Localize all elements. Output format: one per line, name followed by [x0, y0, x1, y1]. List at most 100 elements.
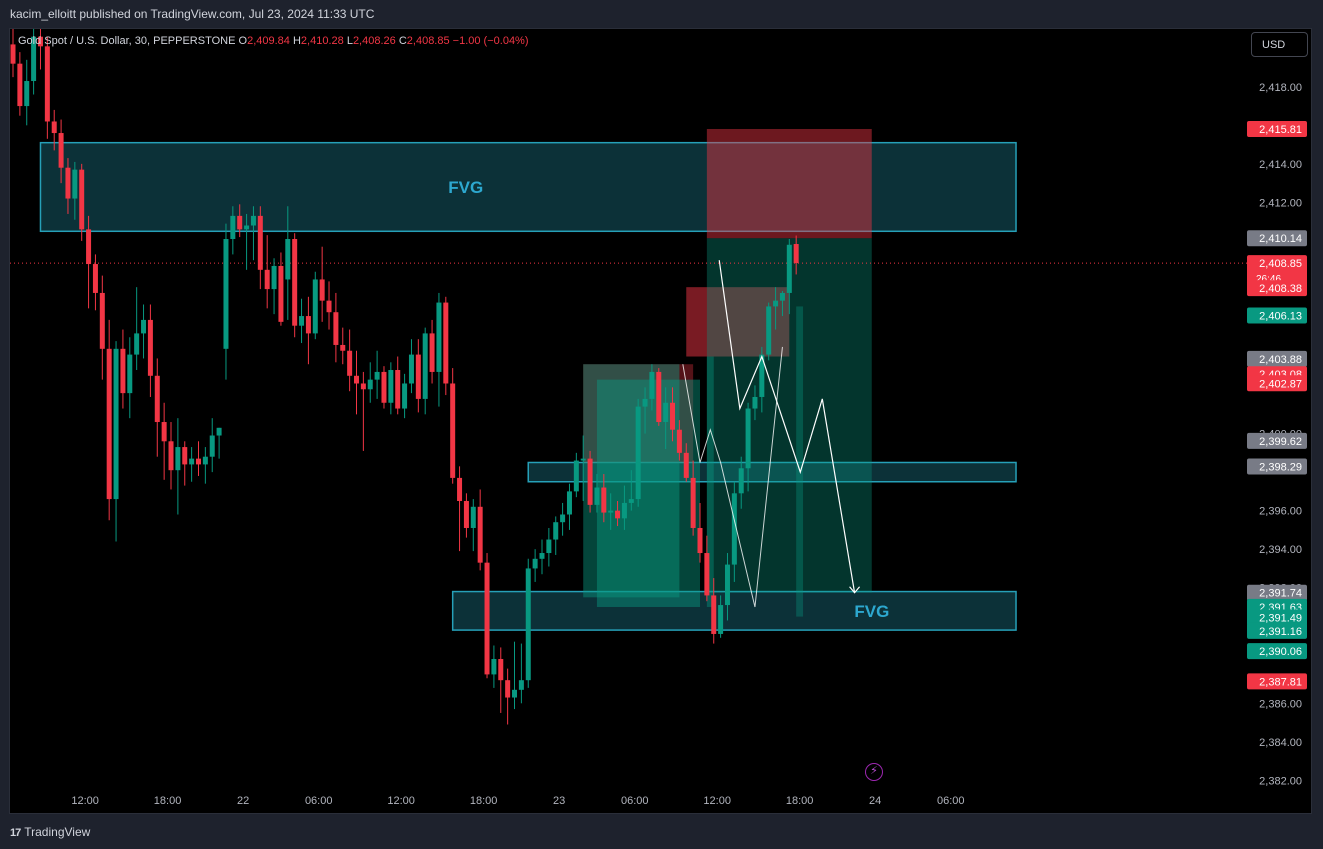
price-axis-tag-text: 2,391.74 — [1259, 588, 1302, 600]
price-tick-label: 2,412.00 — [1259, 197, 1302, 209]
candle-body — [518, 680, 524, 690]
candle-body — [642, 398, 648, 407]
candle-body — [690, 477, 696, 528]
price-axis-tag-text: 2,399.62 — [1259, 436, 1302, 448]
candle-body — [244, 225, 250, 230]
price-axis-tag — [1247, 622, 1307, 639]
symbol-name: Gold Spot / U.S. Dollar, 30, PEPPERSTONE — [18, 35, 236, 47]
candle-body — [663, 402, 669, 423]
trade-zone-box — [596, 379, 700, 607]
candle-body — [553, 522, 559, 540]
plot-area: FVG FVG — [10, 29, 1247, 725]
price-axis-tag — [1247, 120, 1307, 137]
candle-body — [711, 595, 717, 634]
candle-body — [299, 316, 305, 326]
candle-body — [292, 238, 298, 326]
candle-body — [422, 333, 428, 399]
candle-body — [773, 300, 779, 307]
price-axis-tag-text: 2,410.14 — [1259, 233, 1302, 245]
price-axis-tag — [1247, 350, 1307, 367]
candle-body — [92, 264, 98, 293]
candle-body — [615, 510, 621, 519]
candle-body — [175, 447, 181, 471]
time-tick-label: 06:00 — [621, 795, 649, 807]
candle-body — [443, 302, 449, 384]
price-tick-label: 2,394.00 — [1259, 544, 1302, 556]
candle-body — [333, 312, 339, 345]
candle-body — [539, 553, 545, 559]
candle-body — [305, 316, 311, 334]
price-axis-tag — [1247, 432, 1307, 449]
candle-body — [230, 215, 236, 239]
high-label: H — [292, 35, 301, 47]
candle-body — [154, 375, 160, 423]
close-value: 2,408.85 — [406, 35, 450, 47]
time-tick-label: 06:00 — [305, 795, 333, 807]
low-label: L — [346, 35, 353, 47]
symbol-legend: Gold Spot / U.S. Dollar, 30, PEPPERSTONE… — [18, 35, 529, 47]
price-tick-label: 2,414.00 — [1259, 159, 1302, 171]
candle-body — [202, 456, 208, 465]
candle-body — [491, 658, 497, 675]
time-tick-label: 18:00 — [154, 795, 182, 807]
tradingview-logo-icon: 17 — [10, 827, 21, 839]
projection-arrowhead — [849, 586, 861, 594]
candle-body — [415, 354, 421, 399]
candle-body — [635, 406, 641, 500]
candle-body — [24, 81, 30, 107]
candle-body — [285, 238, 291, 280]
candle-body — [402, 383, 408, 409]
trade-zone-box — [706, 356, 714, 607]
candle-body — [628, 499, 634, 503]
stop-loss-zone — [706, 128, 872, 239]
candle-body — [573, 460, 579, 492]
price-tick-label: 2,418.00 — [1259, 82, 1302, 94]
price-axis-tag-text: 2,398.29 — [1259, 462, 1302, 474]
candle-body — [17, 63, 23, 107]
candle-body — [44, 46, 50, 122]
candle-body — [388, 370, 394, 403]
candle-body — [72, 169, 78, 199]
candle-body — [381, 371, 387, 403]
plot-layer: FVG FVG — [10, 29, 1247, 725]
price-axis-tag — [1247, 307, 1307, 324]
candle-body — [594, 487, 600, 505]
candle-body — [477, 506, 483, 563]
time-tick-label: 18:00 — [786, 795, 814, 807]
price-axis-tag-text: 2,406.13 — [1259, 310, 1302, 322]
candle-body — [779, 292, 785, 301]
candle-body — [237, 215, 243, 230]
candle-body — [168, 441, 174, 471]
candle-body — [10, 44, 16, 64]
open-value: 2,409.84 — [247, 35, 290, 47]
candle-body — [608, 510, 614, 513]
candle-body — [766, 306, 772, 355]
currency-button[interactable]: USD — [1251, 32, 1308, 57]
candle-body — [457, 477, 463, 502]
lightning-bolt-icon[interactable]: ⚡ — [865, 763, 883, 781]
candle-body — [683, 452, 689, 478]
candle-body — [141, 319, 147, 334]
time-tick-label: 18:00 — [470, 795, 498, 807]
price-tick-label: 2,382.00 — [1259, 775, 1302, 787]
open-label: O — [238, 35, 248, 47]
price-axis-tag — [1247, 280, 1307, 297]
candle-body — [51, 121, 57, 134]
candle-body — [264, 269, 270, 290]
candle-body — [223, 238, 229, 349]
tradingview-brand-text: TradingView — [24, 825, 91, 839]
candle-body — [58, 133, 64, 168]
candle-body — [745, 408, 751, 469]
tradingview-logo[interactable]: 17 TradingView — [10, 825, 90, 839]
candle-body — [195, 458, 201, 465]
candle-body — [354, 375, 359, 384]
candle-body — [429, 333, 435, 372]
candle-body — [670, 402, 676, 430]
candle-body — [498, 658, 504, 681]
candle-body — [250, 215, 256, 226]
candle-body — [106, 348, 112, 500]
candle-body — [505, 680, 511, 698]
candle-body — [395, 370, 401, 409]
footer-bar: 17 TradingView — [0, 815, 1323, 849]
